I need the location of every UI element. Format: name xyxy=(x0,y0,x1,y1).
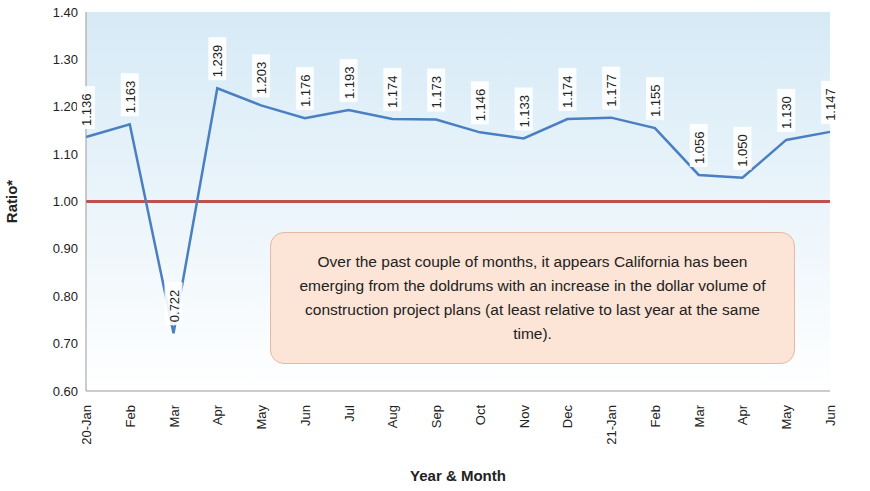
svg-text:1.40: 1.40 xyxy=(53,5,78,20)
svg-text:0.60: 0.60 xyxy=(53,384,78,399)
svg-text:Jun: Jun xyxy=(823,405,838,426)
svg-text:1.30: 1.30 xyxy=(53,52,78,67)
svg-text:Year & Month: Year & Month xyxy=(410,467,506,484)
svg-text:1.239: 1.239 xyxy=(210,45,225,78)
svg-text:1.00: 1.00 xyxy=(53,194,78,209)
svg-text:1.163: 1.163 xyxy=(123,81,138,114)
svg-text:0.70: 0.70 xyxy=(53,336,78,351)
svg-text:1.050: 1.050 xyxy=(735,134,750,167)
svg-text:Nov: Nov xyxy=(517,405,532,429)
svg-text:1.136: 1.136 xyxy=(79,94,94,127)
svg-text:Mar: Mar xyxy=(692,404,707,427)
svg-text:1.203: 1.203 xyxy=(254,62,269,95)
svg-text:1.155: 1.155 xyxy=(648,85,663,118)
svg-text:21-Jan: 21-Jan xyxy=(604,405,619,445)
svg-text:Apr: Apr xyxy=(735,404,750,425)
svg-text:Aug: Aug xyxy=(385,405,400,428)
svg-text:0.722: 0.722 xyxy=(167,290,182,323)
svg-text:1.174: 1.174 xyxy=(385,76,400,109)
svg-text:Feb: Feb xyxy=(648,405,663,427)
svg-text:1.10: 1.10 xyxy=(53,147,78,162)
svg-text:1.130: 1.130 xyxy=(779,96,794,129)
svg-text:May: May xyxy=(254,405,269,430)
svg-text:Apr: Apr xyxy=(210,404,225,425)
svg-text:0.80: 0.80 xyxy=(53,289,78,304)
svg-text:1.146: 1.146 xyxy=(473,89,488,122)
svg-text:Dec: Dec xyxy=(560,405,575,429)
svg-text:Jun: Jun xyxy=(298,405,313,426)
svg-text:1.193: 1.193 xyxy=(342,67,357,100)
svg-text:0.90: 0.90 xyxy=(53,241,78,256)
html-text:Over the past couple of months: Over the past couple of months, it appea… xyxy=(299,253,766,342)
svg-text:Mar: Mar xyxy=(167,404,182,427)
svg-text:Jul: Jul xyxy=(342,405,357,422)
svg-text:1.177: 1.177 xyxy=(604,74,619,107)
svg-text:1.176: 1.176 xyxy=(298,75,313,108)
svg-text:Ratio*: Ratio* xyxy=(8,180,20,224)
svg-text:1.173: 1.173 xyxy=(429,76,444,109)
svg-text:Feb: Feb xyxy=(123,405,138,427)
svg-text:Sep: Sep xyxy=(429,405,444,428)
svg-text:1.133: 1.133 xyxy=(517,95,532,128)
svg-text:1.147: 1.147 xyxy=(823,88,838,121)
svg-text:1.20: 1.20 xyxy=(53,99,78,114)
svg-text:May: May xyxy=(779,405,794,430)
svg-text:1.174: 1.174 xyxy=(560,76,575,109)
svg-text:1.056: 1.056 xyxy=(692,131,707,164)
svg-text:20-Jan: 20-Jan xyxy=(79,405,94,445)
svg-text:Oct: Oct xyxy=(473,405,488,426)
